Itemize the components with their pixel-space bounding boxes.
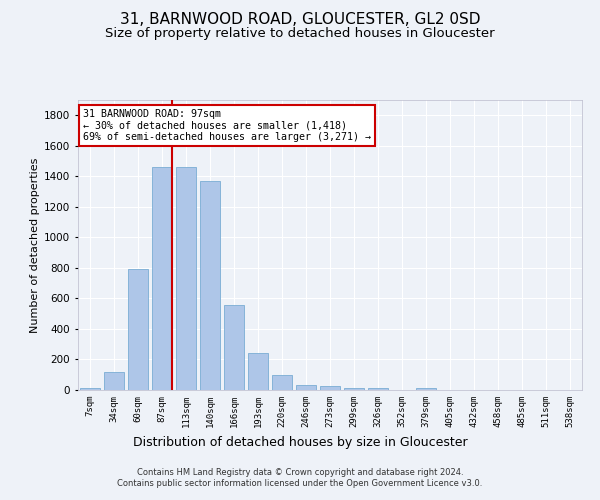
Bar [200,181,220,390]
Text: 31, BARNWOOD ROAD, GLOUCESTER, GL2 0SD: 31, BARNWOOD ROAD, GLOUCESTER, GL2 0SD [120,12,480,28]
Bar [224,304,244,390]
Bar [416,388,436,390]
Bar [272,374,292,390]
Y-axis label: Number of detached properties: Number of detached properties [30,158,40,332]
Bar [320,386,340,390]
Text: 31 BARNWOOD ROAD: 97sqm
← 30% of detached houses are smaller (1,418)
69% of semi: 31 BARNWOOD ROAD: 97sqm ← 30% of detache… [83,108,371,142]
Bar [344,388,364,390]
Bar [176,167,196,390]
Text: Size of property relative to detached houses in Gloucester: Size of property relative to detached ho… [105,28,495,40]
Bar [368,388,388,390]
Bar [152,167,172,390]
Text: Contains HM Land Registry data © Crown copyright and database right 2024.: Contains HM Land Registry data © Crown c… [137,468,463,477]
Bar [104,372,124,390]
Text: Contains public sector information licensed under the Open Government Licence v3: Contains public sector information licen… [118,480,482,488]
Bar [80,388,100,390]
Bar [248,352,268,390]
Text: Distribution of detached houses by size in Gloucester: Distribution of detached houses by size … [133,436,467,449]
Bar [128,270,148,390]
Bar [296,384,316,390]
